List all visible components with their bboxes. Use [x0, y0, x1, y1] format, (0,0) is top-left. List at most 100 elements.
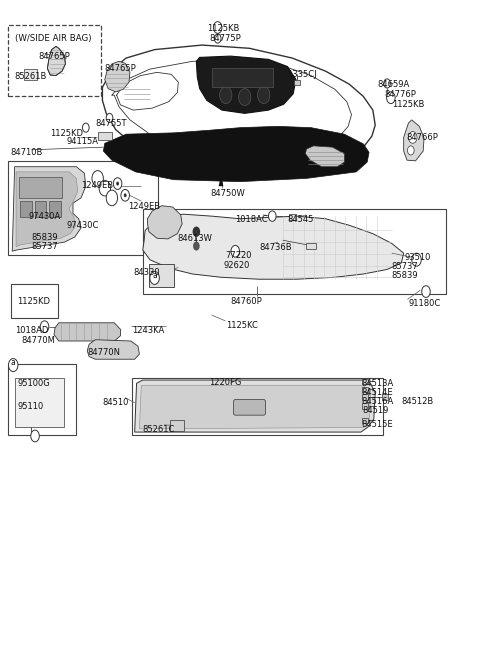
Text: 91180C: 91180C [408, 299, 441, 308]
Circle shape [219, 87, 232, 104]
Circle shape [408, 146, 414, 155]
Bar [362, 394, 368, 400]
Bar [170, 420, 184, 431]
Text: 92620: 92620 [223, 261, 250, 270]
Circle shape [150, 272, 159, 285]
Text: 84514E: 84514E [361, 388, 393, 397]
Circle shape [215, 34, 221, 43]
Text: 85737: 85737 [392, 262, 419, 272]
Bar [14, 378, 64, 427]
Bar [362, 386, 368, 392]
Polygon shape [16, 172, 78, 247]
Text: 84760P: 84760P [230, 297, 262, 306]
Circle shape [116, 182, 119, 186]
Text: 85737: 85737 [31, 242, 58, 251]
Text: 1249EB: 1249EB [81, 181, 113, 190]
Bar [132, 378, 384, 436]
Text: 84736B: 84736B [259, 243, 292, 253]
Bar [49, 201, 60, 217]
Circle shape [121, 190, 130, 201]
Circle shape [239, 89, 251, 106]
Circle shape [193, 241, 200, 251]
Text: 1249EB: 1249EB [117, 137, 149, 146]
Circle shape [106, 113, 113, 123]
Text: 84659A: 84659A [378, 79, 410, 89]
Circle shape [40, 321, 49, 333]
Bar [9, 365, 76, 435]
Text: 84519: 84519 [362, 406, 389, 415]
Text: 1125KC: 1125KC [226, 321, 258, 330]
Text: 1125KD: 1125KD [50, 129, 83, 138]
Bar [362, 418, 368, 423]
Text: 85261B: 85261B [14, 72, 47, 81]
Circle shape [99, 180, 110, 196]
Circle shape [258, 87, 270, 104]
Text: 84513A: 84513A [361, 379, 393, 388]
Polygon shape [196, 56, 296, 113]
Polygon shape [305, 146, 344, 167]
Text: 84613W: 84613W [178, 234, 212, 243]
Circle shape [408, 132, 417, 143]
Text: 85261C: 85261C [143, 425, 175, 434]
Circle shape [124, 194, 127, 197]
Circle shape [214, 22, 222, 33]
Bar [35, 201, 47, 217]
Circle shape [92, 171, 103, 186]
Text: 1220FG: 1220FG [209, 378, 241, 387]
Bar [12, 284, 58, 318]
Circle shape [83, 123, 89, 133]
Polygon shape [12, 167, 86, 251]
Text: 84516A: 84516A [361, 397, 393, 406]
Text: 85839: 85839 [31, 233, 58, 242]
Text: 84515E: 84515E [361, 420, 393, 430]
Text: 1335CJ: 1335CJ [288, 70, 317, 79]
Polygon shape [147, 206, 182, 239]
Polygon shape [87, 340, 139, 359]
Text: 84750W: 84750W [211, 190, 245, 199]
Bar [9, 161, 158, 255]
Circle shape [268, 211, 276, 221]
Circle shape [113, 178, 122, 190]
Text: 84765P: 84765P [105, 64, 136, 73]
Text: 84766P: 84766P [406, 133, 438, 142]
Polygon shape [54, 323, 120, 341]
Polygon shape [103, 127, 369, 182]
Circle shape [231, 245, 240, 257]
Polygon shape [219, 175, 223, 186]
Polygon shape [105, 61, 130, 92]
Bar [143, 209, 446, 293]
Text: 84545: 84545 [288, 215, 314, 224]
Circle shape [386, 92, 395, 104]
Text: 84770N: 84770N [87, 348, 120, 356]
Text: a: a [152, 271, 157, 280]
Circle shape [192, 226, 200, 237]
Text: 93510: 93510 [405, 253, 431, 262]
Text: 1249EB: 1249EB [129, 202, 161, 211]
Bar [306, 243, 316, 249]
Bar [212, 68, 273, 87]
Polygon shape [135, 380, 375, 432]
Text: 84765P: 84765P [38, 52, 70, 61]
Text: 1125KD: 1125KD [17, 297, 50, 306]
Text: a: a [11, 358, 15, 367]
Text: 84775P: 84775P [209, 34, 241, 43]
Text: 1243KA: 1243KA [132, 326, 164, 335]
Text: (W/SIDE AIR BAG): (W/SIDE AIR BAG) [14, 34, 91, 43]
Text: 95110: 95110 [17, 401, 43, 411]
Polygon shape [139, 385, 371, 429]
Text: 1018AC: 1018AC [235, 215, 268, 224]
Text: 84755T: 84755T [96, 119, 127, 127]
Bar [9, 25, 101, 96]
Bar [383, 394, 388, 400]
Text: 84776P: 84776P [384, 90, 417, 99]
Text: 85839: 85839 [392, 272, 419, 280]
Text: 84512B: 84512B [401, 397, 433, 406]
Text: 77220: 77220 [226, 251, 252, 260]
Circle shape [412, 253, 421, 266]
Circle shape [106, 190, 118, 206]
Bar [24, 69, 37, 79]
Bar [19, 177, 62, 198]
Text: 84510: 84510 [102, 398, 129, 407]
Polygon shape [404, 120, 424, 161]
FancyBboxPatch shape [233, 400, 265, 415]
